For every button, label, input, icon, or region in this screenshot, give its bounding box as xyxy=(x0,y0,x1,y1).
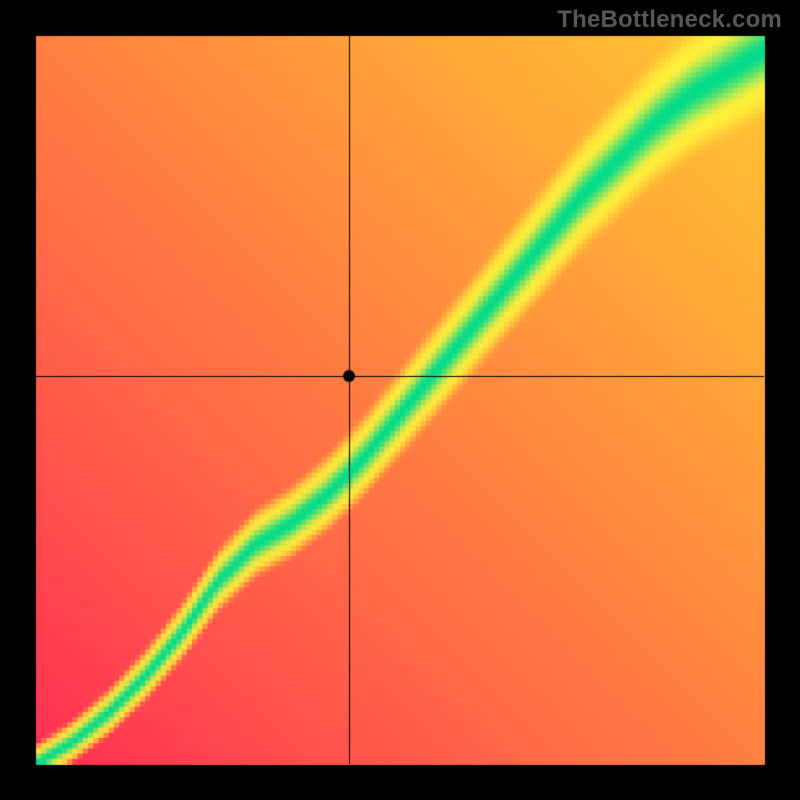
watermark-text: TheBottleneck.com xyxy=(557,6,782,34)
bottleneck-heatmap xyxy=(0,0,800,800)
